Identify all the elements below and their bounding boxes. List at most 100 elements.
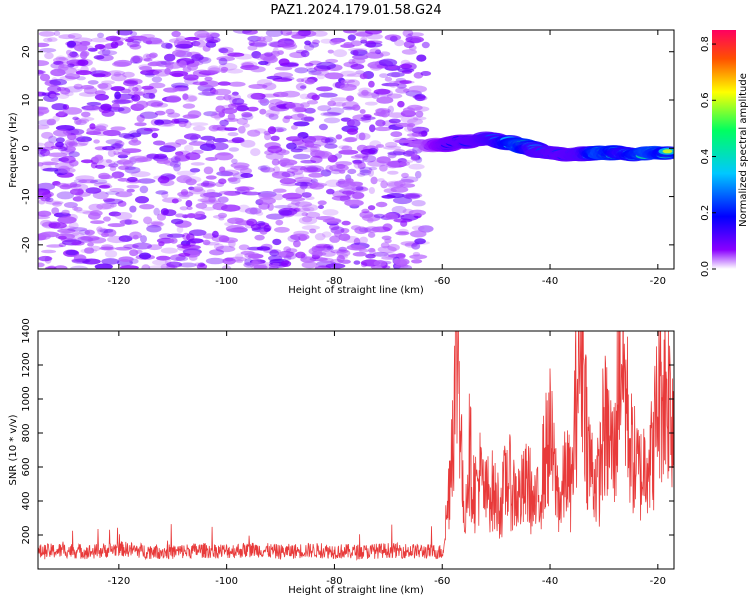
heatmap-noise-blob [175, 152, 183, 159]
heatmap-noise-blob [299, 165, 319, 173]
heatmap-noise-blob [304, 107, 316, 114]
heatmap-noise-blob [218, 166, 226, 173]
heatmap-noise-blob [367, 205, 376, 211]
heatmap-noise-blob [38, 182, 56, 191]
heatmap-noise-blob [360, 36, 368, 43]
heatmap-noise-blob [133, 90, 145, 96]
heatmap-noise-blob [250, 223, 262, 231]
heatmap-noise-blob [107, 149, 116, 157]
heatmap-noise-blob [338, 233, 351, 241]
heatmap-noise-blob [72, 196, 84, 202]
heatmap-noise-blob [380, 180, 388, 189]
colorbar-tick-label: 0.6 [700, 92, 711, 108]
heatmap-noise-blob [166, 233, 185, 238]
heatmap-noise-blob [132, 87, 139, 92]
heatmap-noise-blob [340, 83, 357, 91]
heatmap-noise-blob [78, 118, 90, 124]
heatmap-noise-blob [407, 32, 424, 37]
heatmap-noise-blob [147, 61, 161, 67]
heatmap-noise-blob [203, 241, 220, 246]
heatmap-noise-blob [85, 187, 102, 194]
heatmap-noise-blob [245, 190, 252, 196]
heatmap-noise-blob [38, 255, 53, 262]
heatmap-noise-blob [87, 242, 94, 247]
heatmap-noise-blob [255, 211, 264, 216]
heatmap-noise-blob [137, 178, 156, 184]
heatmap-noise-blob [38, 60, 50, 67]
heatmap-noise-blob [409, 230, 427, 238]
heatmap-noise-blob [87, 80, 99, 85]
heatmap-noise-blob [280, 76, 295, 81]
heatmap-noise-blob [369, 48, 381, 54]
heatmap-noise-blob [368, 80, 375, 88]
heatmap-noise-blob [57, 228, 76, 234]
heatmap-noise-blob [227, 177, 238, 183]
heatmap-noise-blob [45, 200, 64, 205]
heatmap-noise-blob [312, 39, 320, 45]
heatmap-noise-blob [145, 53, 157, 59]
heatmap-noise-blob [119, 265, 139, 269]
heatmap-noise-blob [318, 92, 338, 98]
heatmap-noise-blob [210, 32, 220, 38]
heatmap-noise-blob [369, 124, 376, 133]
heatmap-noise-blob [411, 259, 423, 264]
heatmap-noise-blob [160, 247, 178, 254]
heatmap-noise-blob [316, 86, 333, 92]
heatmap-noise-blob [161, 42, 173, 49]
heatmap-noise-blob [241, 191, 261, 196]
heatmap-noise-blob [39, 73, 51, 82]
heatmap-noise-blob [273, 193, 284, 201]
heatmap-noise-blob [215, 95, 226, 101]
heatmap-noise-blob [128, 85, 136, 93]
heatmap-noise-blob [192, 125, 206, 132]
heatmap-noise-blob [223, 94, 232, 101]
heatmap-noise-blob [224, 222, 234, 227]
heatmap-noise-blob [395, 122, 411, 128]
heatmap-noise-blob [143, 216, 153, 225]
heatmap-noise-blob [58, 110, 65, 117]
heatmap-noise-blob [301, 225, 320, 231]
heatmap-noise-blob [151, 76, 163, 83]
heatmap-noise-blob [290, 136, 304, 141]
heatmap-noise-blob [192, 81, 209, 86]
spectrogram-x-ticks: -120 -100 -80 -60 -40 -20 [107, 30, 666, 287]
heatmap-noise-blob [40, 196, 51, 202]
y-tick-label: 600 [21, 457, 32, 476]
heatmap-noise-blob [107, 223, 126, 228]
heatmap-noise-blob [359, 166, 373, 174]
heatmap-noise-blob [171, 118, 180, 124]
heatmap-noise-blob [247, 129, 261, 137]
heatmap-noise-blob [188, 229, 207, 236]
heatmap-noise-blob [135, 157, 152, 163]
heatmap-noise-blob [268, 265, 278, 269]
heatmap-noise-blob [285, 197, 306, 202]
heatmap-noise-blob [390, 131, 403, 138]
heatmap-noise-blob [71, 241, 85, 246]
heatmap-noise-blob [64, 86, 83, 93]
heatmap-noise-blob [265, 30, 283, 37]
heatmap-noise-blob [272, 238, 282, 246]
heatmap-noise-blob [123, 80, 138, 87]
heatmap-noise-blob [383, 145, 402, 150]
heatmap-noise-blob [411, 225, 425, 231]
heatmap-noise-blob [93, 128, 110, 137]
heatmap-noise-blob [103, 198, 124, 205]
heatmap-noise-blob [117, 177, 129, 182]
heatmap-noise-blob [371, 91, 380, 99]
heatmap-noise-blob [414, 170, 422, 179]
heatmap-noise-blob [38, 31, 56, 37]
heatmap-noise-blob [224, 127, 238, 131]
heatmap-noise-blob [312, 141, 329, 146]
heatmap-noise-blob [400, 115, 419, 124]
heatmap-noise-blob [198, 91, 216, 96]
heatmap-noise-blob [139, 204, 155, 210]
heatmap-noise-blob [234, 189, 248, 195]
heatmap-noise-blob [330, 97, 349, 102]
heatmap-noise-blob [275, 219, 284, 226]
heatmap-noise-blob [298, 145, 318, 153]
heatmap-noise-blob [182, 232, 191, 241]
heatmap-noise-blob [99, 228, 114, 233]
heatmap-noise-blob [309, 149, 318, 155]
heatmap-noise-blob [217, 196, 229, 203]
heatmap-noise-blob [145, 100, 164, 107]
